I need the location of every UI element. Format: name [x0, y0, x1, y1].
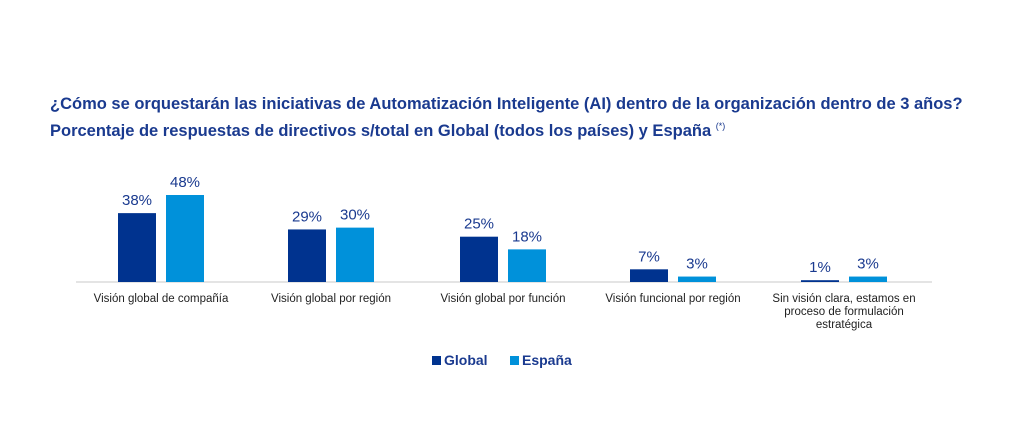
- legend-swatch-espana: [510, 356, 519, 365]
- category-label: estratégica: [816, 319, 873, 331]
- legend-label-global: Global: [444, 352, 488, 368]
- bar-global: [801, 280, 839, 282]
- data-label-global: 25%: [464, 216, 494, 233]
- data-label-global: 38%: [122, 192, 152, 209]
- category-label: Visión global de compañía: [94, 293, 229, 305]
- data-label-espana: 48%: [170, 174, 200, 191]
- data-label-global: 7%: [638, 248, 660, 265]
- data-label-espana: 3%: [857, 256, 879, 273]
- bar-espana: [678, 276, 716, 282]
- bar-espana: [849, 276, 887, 282]
- chart-title: ¿Cómo se orquestarán las iniciativas de …: [50, 93, 970, 142]
- data-label-espana: 3%: [686, 256, 708, 273]
- bar-global: [460, 236, 498, 282]
- legend-swatch-global: [432, 356, 441, 365]
- data-label-espana: 30%: [340, 207, 370, 224]
- chart-title-text: ¿Cómo se orquestarán las iniciativas de …: [50, 95, 963, 140]
- bar-espana: [508, 249, 546, 282]
- category-label: proceso de formulación: [784, 306, 904, 318]
- bar-espana: [166, 195, 204, 282]
- chart-title-note: (*): [715, 121, 726, 131]
- bar-global: [288, 229, 326, 282]
- category-label: Visión global por función: [440, 293, 565, 305]
- bar-global: [630, 269, 668, 282]
- bar-espana: [336, 227, 374, 282]
- category-label: Sin visión clara, estamos en: [772, 293, 915, 305]
- data-label-espana: 18%: [512, 228, 542, 245]
- data-label-global: 29%: [292, 208, 322, 225]
- category-label: Visión global por región: [271, 293, 391, 305]
- data-label-global: 1%: [809, 259, 831, 276]
- category-label: Visión funcional por región: [605, 293, 740, 305]
- bar-global: [118, 213, 156, 282]
- legend-label-espana: España: [522, 352, 572, 368]
